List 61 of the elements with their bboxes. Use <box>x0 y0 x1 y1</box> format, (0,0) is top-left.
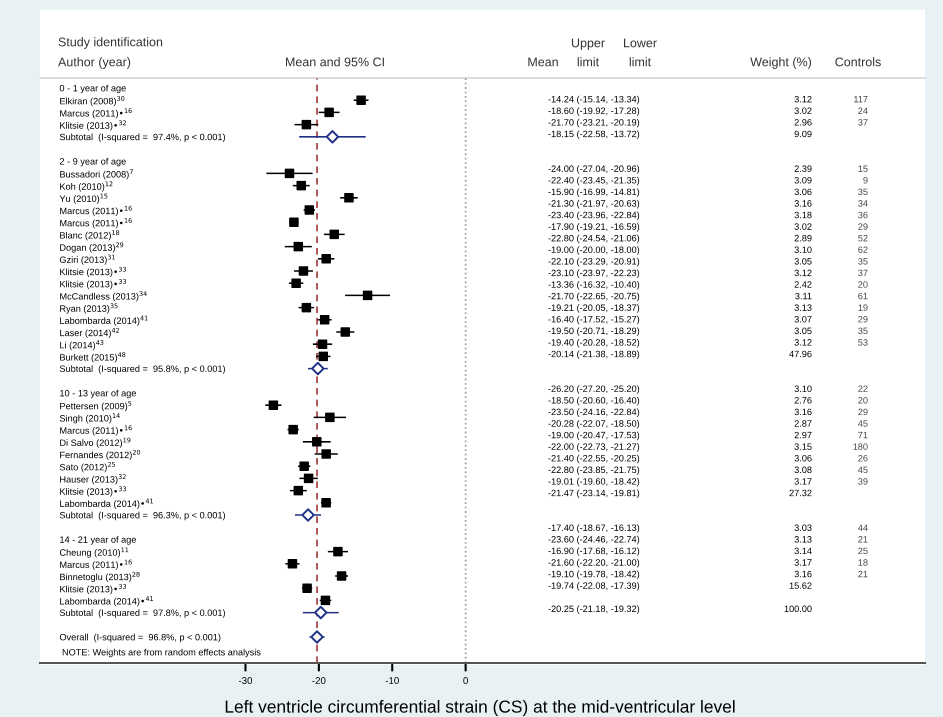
y-tick-label: Gziri (2013)$^{31}$ <box>60 254 115 265</box>
y-tick-label: Singh (2010)$^{14}$ <box>60 413 120 424</box>
y-tick-label: Dogan (2013)$^{29}$ <box>60 242 124 253</box>
x-axis-title: Left ventricle circumferential strain (CS) at the mid-ventricular level <box>226 700 735 716</box>
y-tick-label: Marcus (2011)•$^{16}$ <box>60 425 132 436</box>
y-tick-label: Klitsie (2013)•$^{33}$ <box>60 266 126 277</box>
y-tick-label: 10 - 13 year of age <box>60 390 136 398</box>
y-tick-label: Klitsie (2013)•$^{33}$ <box>60 584 126 594</box>
y-tick-label: Li (2014)$^{43}$ <box>60 340 104 350</box>
text: Weight (%) <box>750 57 812 69</box>
text: 3.12 3.02 2.96 9.09 2.39 3.09 3.06 3.16 3.18 3.02 2.89 3.10 3.05 3.12 2.42 3.11 3.13 3.07 3.05 3.12 47.96 3.10 2.76 3.16 2.87 2.97 3.15 3.06 3.08 3.17 27.32 3.03 3.13 3.14 3.17 3.16 15.62 100.00 <box>784 96 812 612</box>
y-tick-label: 0 - 1 year of age <box>60 84 126 94</box>
text: Lower <box>624 38 657 48</box>
text: 117 24 37 15 9 35 34 36 29 52 62 35 37 20 61 19 29 35 53 22 20 29 45 71 180 26 45 39 44 21 25 18 21 <box>853 96 868 578</box>
text: -14.24 (-15.14, -13.34) -18.60 (-19.92, -17.28) -21.70 (-23.21, -20.19) -18.15 (-22.58, -13.72) -24.00 (-27.04, -20.96) -22.40 (-23.45, -21.35) -15.90 (-16.99, -14.81) -21.30 (-21.97, -20.63) -23.40 (-23.96, -22.84) -17.90 (-19.21, -16.59) -22.80 (-24.54, -21.06) -19.00 (-20.00, -18.00) -22.10 (-23.29, -20.91) -23.10 (-23.97, -22.23) -13.36 (-16.32, -10.40) -21.70 (-22.65, -20.75) -19.21 (-20.05, -18.37) -16.40 (-17.52, -15.27) -19.50 (-20.71, -18.29) -19.40 (-20.28, -18.52) -20.14 (-21.38, -18.89) -26.20 (-27.20, -25.20) -18.50 (-20.60, -16.40) -23.50 (-24.16, -22.84) -20.28 (-22.07, -18.50) -19.00 (-20.47, -17.53) -22.00 (-22.73, -21.27) -21.40 (-22.55, -20.25) -22.80 (-23.85, -21.75) -19.01 (-19.60, -18.42) -21.47 (-23.14, -19.81) -17.40 (-18.67, -16.13) -23.60 (-24.46, -22.74) -16.90 (-17.68, -16.12) -21.60 (-22.20, -21.00) -19.10 (-19.78, -18.42) -19.74 (-22.08, -17.39) -20.25 (-21.18, -19.32) <box>548 96 640 614</box>
y-tick-label: Burkett (2015)$^{48}$ <box>60 352 126 362</box>
text: Author (year) <box>58 57 130 69</box>
y-tick-label: Di Salvo (2012)$^{19}$ <box>60 438 130 448</box>
y-tick-label: Sato (2012)$^{25}$ <box>60 462 116 472</box>
x-tick-label: 0 <box>463 677 468 684</box>
y-tick-label: Yu (2010)$^{15}$ <box>60 194 108 204</box>
y-tick-label: Marcus (2011)•$^{16}$ <box>60 108 132 118</box>
text: limit <box>630 57 652 66</box>
y-tick-label: Fernandes (2012)$^{20}$ <box>60 450 140 460</box>
y-tick-label: Klitsie (2013)•$^{32}$ <box>60 120 126 131</box>
text: Mean <box>528 58 558 66</box>
y-tick-label: Marcus (2011)•$^{16}$ <box>60 218 132 228</box>
text: limit <box>578 57 600 66</box>
y-tick-label: Subtotal (I-squared = 95.8%, p < 0.001) <box>60 365 225 374</box>
y-tick-label: Elkiran (2008)$^{30}$ <box>60 96 124 106</box>
y-tick-label: Subtotal (I-squared = 97.4%, p < 0.001) <box>60 133 225 142</box>
y-tick-label: Marcus (2011)•$^{16}$ <box>60 206 132 216</box>
x-tick-label: -20 <box>312 677 326 684</box>
y-tick-label: Subtotal (I-squared = 96.3%, p < 0.001) <box>60 512 225 520</box>
text: Upper <box>572 38 605 50</box>
y-tick-label: Hauser (2013)$^{32}$ <box>60 474 126 484</box>
text: Mean and 95% CI <box>286 57 384 66</box>
y-tick-label: Marcus (2011)•$^{16}$ <box>60 560 132 570</box>
x-tick-label: -10 <box>386 677 399 684</box>
y-tick-label: Labombarda (2014)$^{41}$ <box>60 316 148 326</box>
y-tick-label: 14 - 21 year of age <box>60 536 136 545</box>
text: NOTE: Weights are from random effects analysis <box>62 648 261 658</box>
y-tick-label: Overall (I-squared = 96.8%, p < 0.001) <box>60 634 220 642</box>
text: Study identification <box>58 37 162 49</box>
y-tick-label: Pettersen (2009)$^{5}$ <box>60 401 132 412</box>
y-tick-label: Klitsie (2013)•$^{33}$ <box>60 486 126 497</box>
y-tick-label: Labombarda (2014)•$^{41}$ <box>60 596 154 606</box>
x-tick-label: -30 <box>238 677 252 684</box>
y-tick-label: Koh (2010)$^{12}$ <box>60 181 112 192</box>
y-tick-label: Cheung (2010)$^{11}$ <box>60 547 128 558</box>
y-tick-label: Bussadori (2008)$^{7}$ <box>60 169 133 180</box>
y-tick-label: Klitsie (2013)•$^{33}$ <box>60 279 126 290</box>
y-tick-label: Laser (2014)$^{42}$ <box>60 328 120 338</box>
y-tick-label: 2 - 9 year of age <box>60 158 126 166</box>
y-tick-label: Subtotal (I-squared = 97.8%, p < 0.001) <box>60 609 225 618</box>
y-tick-label: Labombarda (2014)•$^{41}$ <box>60 498 154 509</box>
y-tick-label: Binnetoglu (2013)$^{28}$ <box>60 572 140 582</box>
y-tick-label: Blanc (2012)$^{18}$ <box>60 230 120 240</box>
y-tick-label: McCandless (2013)$^{34}$ <box>60 291 147 302</box>
y-tick-label: Ryan (2013)$^{35}$ <box>60 303 118 314</box>
text: Controls <box>835 57 881 66</box>
